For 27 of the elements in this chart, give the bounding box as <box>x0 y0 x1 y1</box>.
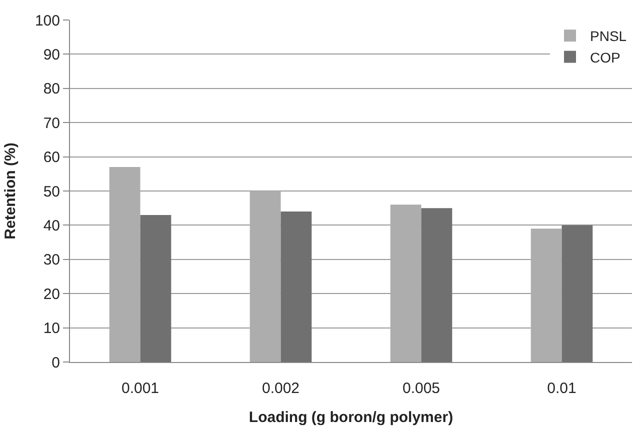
y-axis-title: Retention (%) <box>2 142 20 240</box>
y-tick-label: 50 <box>43 183 60 200</box>
y-tick-label: 30 <box>43 252 60 269</box>
bar <box>140 214 172 362</box>
bar <box>250 191 281 362</box>
x-tick-label: 0.005 <box>402 380 440 397</box>
bar <box>530 228 562 362</box>
legend-label: PNSL <box>590 28 627 44</box>
bar <box>280 212 312 362</box>
x-tick-label: 0.001 <box>121 380 160 397</box>
bar <box>562 225 593 362</box>
y-tick-label: 0 <box>52 354 60 372</box>
y-tick-label: 90 <box>43 46 60 64</box>
x-axis-title: Loading (g boron/g polymer) <box>248 409 454 426</box>
bar <box>421 208 452 362</box>
y-tick-label: 20 <box>43 286 60 303</box>
y-tick-label: 80 <box>43 80 60 98</box>
legend-label: COP <box>590 49 620 66</box>
y-tick-label: 40 <box>43 217 60 234</box>
bar <box>390 204 422 362</box>
y-tick-label: 100 <box>34 12 60 30</box>
x-tick-label: 0.002 <box>262 380 300 397</box>
y-tick-label: 10 <box>43 320 60 338</box>
y-tick-label: 70 <box>43 114 60 132</box>
y-tick-label: 60 <box>43 149 60 166</box>
bar <box>109 167 140 362</box>
x-tick-label: 0.01 <box>547 380 576 397</box>
